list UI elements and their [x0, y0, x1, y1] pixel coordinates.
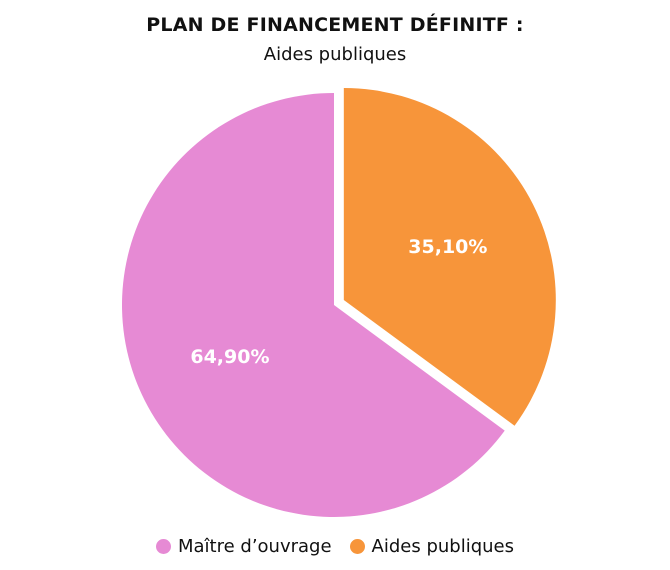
chart-title: PLAN DE FINANCEMENT DÉFINITF :	[146, 14, 524, 36]
legend-label-aides-publiques: Aides publiques	[371, 536, 515, 557]
chart-legend: Maître d’ouvrage Aides publiques	[0, 536, 670, 557]
legend-swatch-aides-publiques	[349, 539, 365, 554]
legend-label-maitre-ouvrage: Maître d’ouvrage	[177, 536, 332, 557]
legend-item-aides-publiques: Aides publiques	[349, 536, 515, 557]
slice-label-maitre-ouvrage: 64,90%	[190, 346, 269, 368]
legend-item-maitre-ouvrage: Maître d’ouvrage	[155, 536, 332, 557]
slice-label-aides-publiques: 35,10%	[408, 236, 487, 258]
chart-subtitle: Aides publiques	[263, 44, 407, 65]
legend-swatch-maitre-ouvrage	[155, 539, 171, 554]
slice-aides-publiques	[343, 88, 556, 426]
slice-maitre-ouvrage	[122, 93, 505, 517]
